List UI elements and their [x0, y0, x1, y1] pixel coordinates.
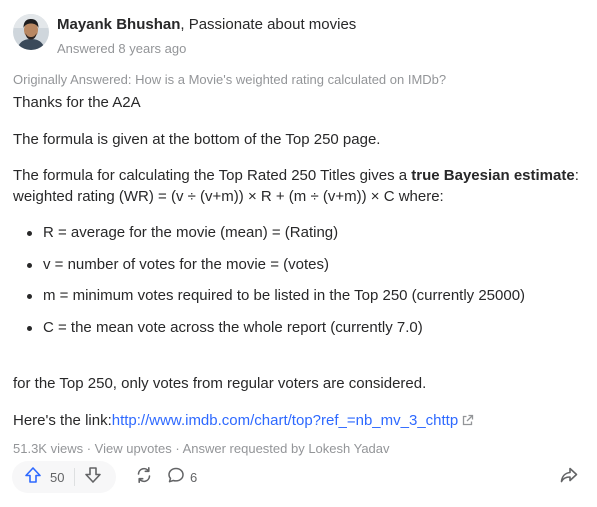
- formula-intro-text: The formula for calculating the Top Rate…: [13, 167, 412, 184]
- bullet-dot: [27, 293, 32, 299]
- answered-date[interactable]: Answered 8 years ago: [57, 41, 187, 56]
- bullet-dot: [27, 230, 32, 236]
- list-item: v = number of votes for the movie = (vot…: [27, 255, 329, 275]
- action-bar: 50 6: [12, 461, 589, 493]
- imdb-link[interactable]: http://www.imdb.com/chart/top?ref_=nb_mv…: [112, 412, 474, 429]
- downvote-arrow-icon: [84, 466, 102, 489]
- paragraph-a2a: Thanks for the A2A: [13, 94, 141, 111]
- vote-pill: 50: [12, 461, 116, 493]
- views-count: 51.3K views: [13, 441, 84, 456]
- downvote-button[interactable]: [75, 461, 111, 493]
- list-item-text: m = minimum votes required to be listed …: [43, 287, 526, 304]
- list-item-text: C = the mean vote across the whole repor…: [43, 319, 423, 336]
- imdb-link-text[interactable]: http://www.imdb.com/chart/top?ref_=nb_mv…: [111, 412, 459, 429]
- paragraph-formula-intro: The formula for calculating the Top Rate…: [13, 166, 579, 186]
- formula-intro-colon: :: [574, 167, 579, 184]
- bullet-dot: [27, 262, 32, 268]
- author-photo: [13, 14, 49, 50]
- share-button[interactable]: [553, 461, 585, 493]
- comment-button[interactable]: 6: [167, 461, 197, 493]
- author-credential: , Passionate about movies: [180, 16, 357, 33]
- external-link-icon: [461, 413, 474, 433]
- bayesian-estimate-bold: true Bayesian estimate: [411, 167, 575, 184]
- upvote-arrow-icon: [24, 466, 42, 489]
- originally-answered[interactable]: Originally Answered: How is a Movie's we…: [13, 72, 447, 87]
- comment-bubble-icon: [167, 466, 185, 489]
- stats-separator: ·: [171, 441, 183, 456]
- upvote-count: 50: [50, 469, 65, 485]
- author-name[interactable]: Mayank Bhushan: [57, 16, 181, 33]
- answer-stats: 51.3K views · View upvotes · Answer requ…: [13, 440, 390, 458]
- share-arrow-icon: [559, 465, 579, 490]
- paragraph-regular-voters: for the Top 250, only votes from regular…: [13, 375, 427, 392]
- list-item: R = average for the movie (mean) = (Rati…: [27, 223, 338, 243]
- paragraph-link: Here's the link:http://www.imdb.com/char…: [13, 411, 474, 433]
- list-item: C = the mean vote across the whole repor…: [27, 318, 423, 338]
- list-item-text: v = number of votes for the movie = (vot…: [43, 256, 329, 273]
- bullet-dot: [27, 325, 32, 331]
- answer-requested-by: Answer requested by Lokesh Yadav: [182, 441, 390, 456]
- answer-header: Mayank Bhushan, Passionate about movies …: [13, 14, 356, 58]
- avatar[interactable]: [13, 14, 49, 50]
- upvote-button[interactable]: 50: [12, 461, 74, 493]
- link-prefix: Here's the link:: [13, 412, 112, 429]
- reshare-button[interactable]: [128, 461, 160, 493]
- paragraph-formula-location: The formula is given at the bottom of th…: [13, 131, 381, 148]
- list-item: m = minimum votes required to be listed …: [27, 286, 525, 306]
- paragraph-formula: weighted rating (WR) = (v ÷ (v+m)) × R +…: [13, 188, 444, 205]
- author-line: Mayank Bhushan, Passionate about movies: [57, 15, 356, 35]
- stats-separator: ·: [83, 441, 95, 456]
- list-item-text: R = average for the movie (mean) = (Rati…: [43, 224, 339, 241]
- view-upvotes-link[interactable]: View upvotes: [94, 441, 172, 456]
- comment-count: 6: [190, 469, 198, 485]
- reshare-icon: [135, 466, 153, 489]
- vote-divider: [74, 468, 76, 486]
